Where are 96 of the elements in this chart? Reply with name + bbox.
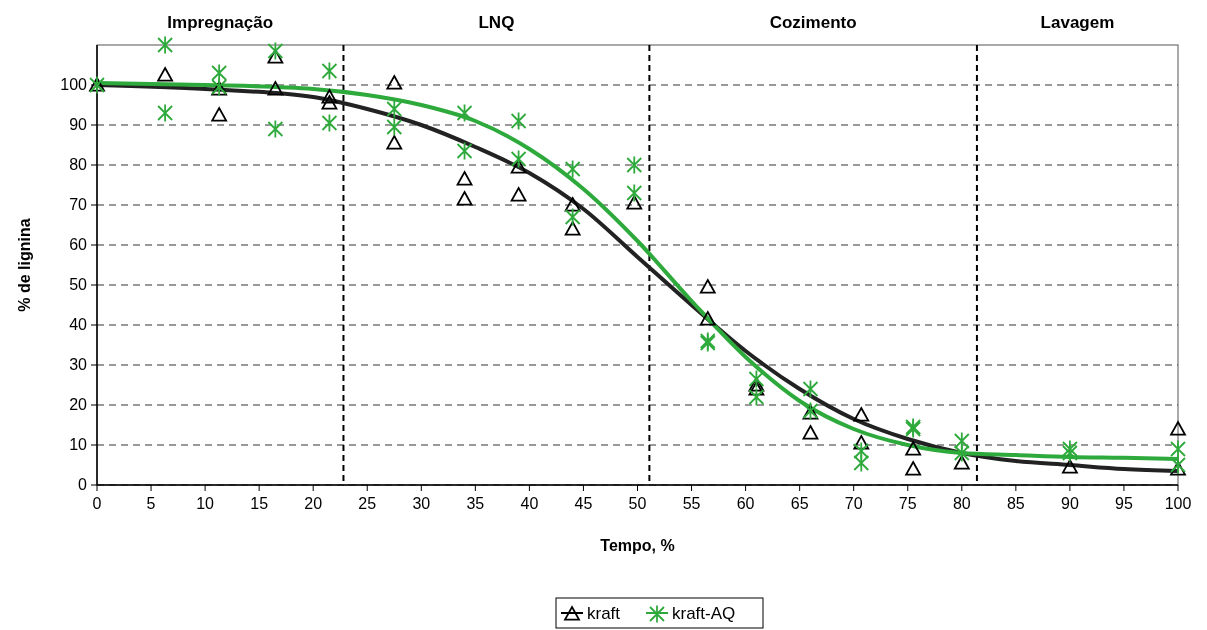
point (456, 141, 473, 161)
y-tick-label: 90 (69, 116, 88, 133)
point (905, 461, 922, 476)
point (510, 149, 527, 169)
point (1062, 459, 1078, 474)
point (853, 407, 870, 422)
point (1170, 439, 1186, 459)
y-tick-label: 50 (69, 276, 88, 293)
y-tick-label: 70 (69, 196, 88, 213)
x-tick-label: 85 (1006, 495, 1025, 512)
y-tick-label: 60 (69, 236, 88, 253)
x-tick-label: 90 (1061, 495, 1079, 512)
point (699, 311, 716, 326)
x-tick-label: 15 (250, 495, 269, 512)
text: LNQ (478, 13, 515, 32)
point (953, 443, 970, 463)
point (748, 381, 765, 396)
x-tick-label: 10 (196, 495, 215, 512)
point (1062, 439, 1078, 459)
y-tick-label: 40 (69, 316, 88, 333)
text: Lavagem (1040, 13, 1115, 32)
point (1062, 443, 1078, 463)
point (510, 187, 527, 202)
point (564, 159, 581, 179)
point (953, 431, 970, 451)
point (157, 103, 173, 123)
x-tick-label: 100 (1164, 495, 1192, 512)
x-axis-title: Tempo, % (600, 537, 675, 554)
point (456, 103, 473, 123)
text: Impregnação (167, 13, 274, 32)
legend-label: kraft-AQ (672, 604, 736, 623)
y-tick-label: 10 (69, 436, 88, 453)
point (905, 441, 922, 456)
legend-label: kraft (587, 604, 621, 623)
point (267, 81, 284, 96)
point (510, 111, 527, 131)
x-tick-label: 25 (358, 495, 377, 512)
point (802, 425, 819, 440)
x-tick-label: 75 (898, 495, 917, 512)
x-tick-label: 40 (520, 495, 539, 512)
point (802, 405, 819, 420)
point (564, 221, 581, 236)
point (953, 455, 970, 470)
point (510, 159, 527, 174)
point (386, 75, 403, 90)
x-tick-label: 45 (574, 495, 593, 512)
x-tick-label: 5 (146, 495, 156, 512)
x-tick-label: 20 (304, 495, 323, 512)
text: Cozimento (769, 13, 857, 32)
point (456, 191, 473, 206)
point (853, 435, 870, 450)
point (626, 155, 643, 175)
point (456, 171, 473, 186)
point (564, 207, 581, 227)
x-tick-label: 55 (682, 495, 701, 512)
point (321, 89, 338, 104)
point (321, 95, 338, 110)
point (1170, 455, 1186, 475)
point (267, 41, 284, 61)
y-tick-label: 20 (69, 396, 88, 413)
x-tick-label: 50 (628, 495, 647, 512)
point (386, 117, 403, 137)
point (211, 63, 228, 83)
point (386, 99, 403, 119)
y-tick-label: 100 (60, 76, 88, 93)
x-tick-label: 80 (952, 495, 971, 512)
x-tick-label: 70 (844, 495, 863, 512)
point (626, 183, 643, 203)
point (1170, 421, 1186, 436)
point (321, 113, 338, 133)
y-tick-label: 80 (69, 156, 88, 173)
point (564, 197, 581, 212)
point (386, 135, 403, 150)
point (802, 379, 819, 399)
point (211, 81, 228, 96)
point (267, 49, 284, 64)
x-tick-label: 65 (790, 495, 809, 512)
point (748, 369, 765, 389)
y-tick-label: 30 (69, 356, 88, 373)
point (853, 441, 870, 461)
point (267, 119, 284, 139)
point (321, 61, 338, 81)
x-tick-label: 95 (1115, 495, 1133, 512)
y-axis-title: % de lignina (16, 218, 33, 312)
point (626, 195, 643, 210)
point (699, 279, 716, 294)
point (157, 67, 173, 82)
point (853, 453, 870, 473)
x-tick-label: 30 (412, 495, 431, 512)
x-tick-label: 0 (92, 495, 102, 512)
x-tick-label: 35 (466, 495, 485, 512)
point (157, 35, 173, 55)
x-tick-label: 60 (736, 495, 755, 512)
point (748, 387, 765, 407)
y-tick-label: 0 (78, 476, 88, 493)
point (211, 107, 228, 122)
